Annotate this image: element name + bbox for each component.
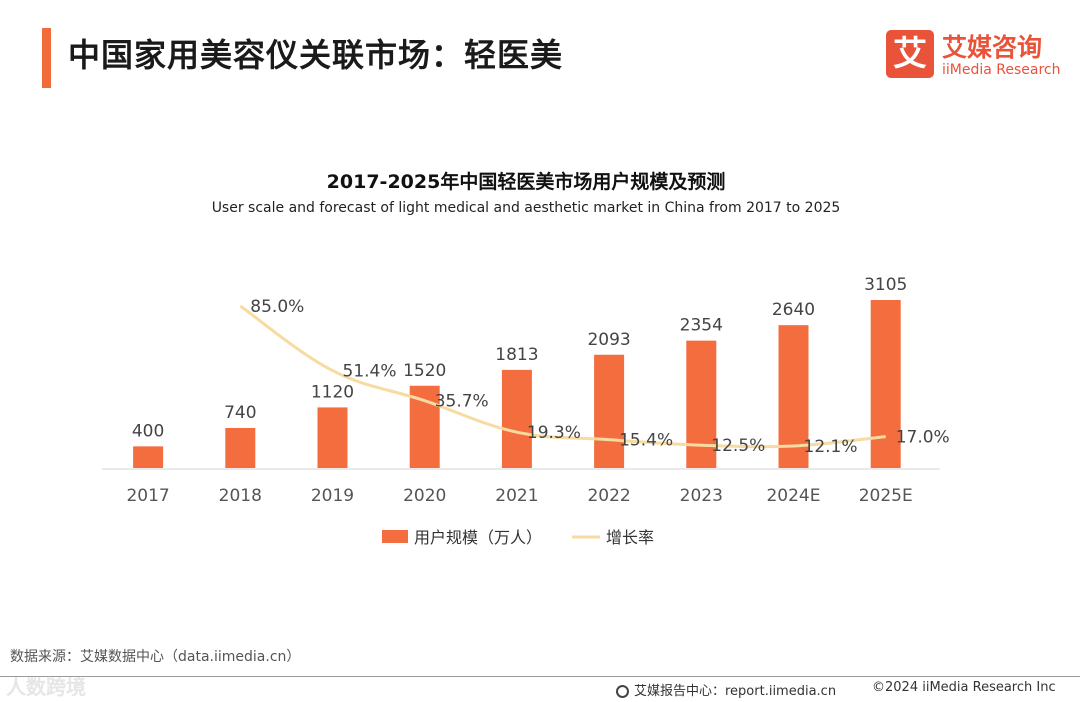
- x-tick-label-2020: 2020: [403, 486, 446, 506]
- growth-label-2019: 51.4%: [343, 362, 397, 382]
- legend-line-label: 增长率: [606, 528, 654, 547]
- footer-report[interactable]: 艾媒报告中心：report.iimedia.cn: [616, 680, 836, 699]
- page-title: 中国家用美容仪关联市场：轻医美: [68, 36, 564, 74]
- bar-value-label-2017: 400: [132, 421, 164, 441]
- data-source: 数据来源：艾媒数据中心（data.iimedia.cn）: [10, 649, 301, 665]
- x-tick-label-2021: 2021: [495, 486, 538, 506]
- bar-value-label-2020: 1520: [403, 361, 446, 381]
- bar-value-label-2023: 2354: [680, 316, 723, 336]
- footer-report-text: 艾媒报告中心：report.iimedia.cn: [634, 684, 837, 699]
- x-tick-label-2018: 2018: [219, 486, 262, 506]
- growth-label-2025E: 17.0%: [896, 428, 950, 448]
- bar-value-label-2018: 740: [224, 403, 256, 423]
- bar-2017: [133, 446, 164, 468]
- bar-value-label-2025E: 3105: [864, 275, 907, 295]
- chart-subtitle: User scale and forecast of light medical…: [211, 200, 841, 216]
- growth-label-2024E: 12.1%: [804, 437, 858, 457]
- growth-rate-line: [239, 304, 886, 449]
- bar-value-label-2019: 1120: [311, 382, 354, 402]
- growth-label-2021: 19.3%: [527, 423, 581, 443]
- globe-icon: [616, 685, 629, 698]
- bar-2022: [594, 354, 625, 468]
- x-tick-label-2017: 2017: [126, 486, 169, 506]
- bar-2018: [225, 427, 256, 468]
- footer-divider: [0, 676, 1080, 677]
- bar-2021: [501, 369, 532, 468]
- x-tick-label-2024E: 2024E: [766, 486, 820, 506]
- x-tick-label-2022: 2022: [587, 486, 630, 506]
- legend-bar-label: 用户规模（万人）: [414, 528, 542, 547]
- chart-title: 2017-2025年中国轻医美市场用户规模及预测: [326, 171, 726, 193]
- bar-2019: [317, 407, 348, 468]
- logo-name-en: iiMedia Research: [942, 62, 1061, 78]
- bar-value-label-2024E: 2640: [772, 300, 815, 320]
- legend-bar-swatch: [382, 530, 408, 543]
- logo-name-cn: 艾媒咨询: [942, 33, 1043, 62]
- bar-2025E: [870, 300, 901, 468]
- title-accent-bar: [42, 28, 51, 88]
- footer-copyright: ©2024 iiMedia Research Inc: [872, 680, 1056, 695]
- growth-label-2022: 15.4%: [619, 431, 673, 451]
- x-tick-label-2023: 2023: [680, 486, 723, 506]
- bar-value-label-2021: 1813: [495, 345, 538, 365]
- bar-value-label-2022: 2093: [587, 330, 630, 350]
- x-tick-label-2025E: 2025E: [859, 486, 913, 506]
- growth-label-2020: 35.7%: [435, 392, 489, 412]
- x-tick-label-2019: 2019: [311, 486, 354, 506]
- iimedia-logo: 艾 艾媒咨询 iiMedia Research: [886, 30, 1061, 82]
- growth-label-2018: 85.0%: [250, 297, 304, 317]
- growth-label-2023: 12.5%: [711, 436, 765, 456]
- logo-mark-icon: 艾: [886, 30, 934, 78]
- watermark: 人数跨境: [6, 675, 86, 699]
